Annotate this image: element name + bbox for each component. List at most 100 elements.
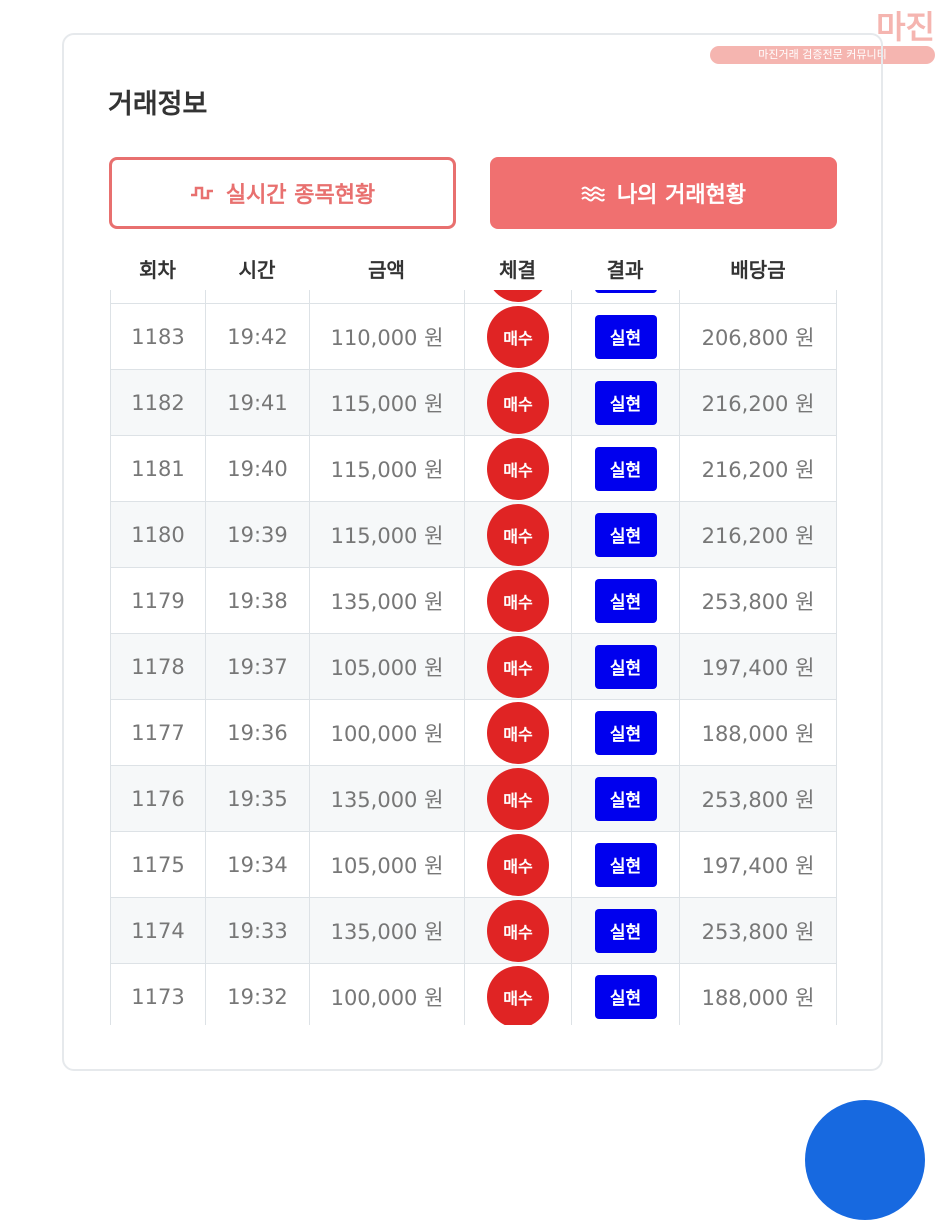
- cell: 19:36: [205, 700, 309, 765]
- floating-button[interactable]: [805, 1100, 925, 1220]
- badge-done: 실현: [594, 908, 657, 953]
- row: 1180 19:39 115,000 원 매수 실현 216,200 원: [110, 502, 837, 568]
- title: 거래정보: [108, 89, 208, 120]
- badge-done: 실현: [594, 446, 657, 491]
- icon: [581, 186, 605, 202]
- badge-done: 실현: [594, 776, 657, 821]
- cell: 1173: [110, 964, 205, 1025]
- watermark-tagline: 마진거래 검증전문 커뮤니티: [710, 46, 935, 64]
- row: 1178 19:37 105,000 원 매수 실현 197,400 원: [110, 634, 837, 700]
- cell: 실현: [571, 898, 679, 963]
- watermark-brand: 마진: [876, 8, 935, 46]
- badge-done: 실현: [594, 710, 657, 755]
- cell: 매수: [464, 502, 571, 567]
- cell: [571, 290, 679, 303]
- column-header: 금액: [368, 258, 405, 282]
- cell: 1176: [110, 766, 205, 831]
- row: 1175 19:34 105,000 원 매수 실현 197,400 원: [110, 832, 837, 898]
- tab-realtime[interactable]: 실시간 종목현황: [109, 157, 456, 229]
- cell: 1177: [110, 700, 205, 765]
- badge-buy: 매수: [487, 437, 549, 500]
- cell: 253,800 원: [679, 568, 837, 633]
- cell: 실현: [571, 304, 679, 369]
- page: 마진 마진거래 검증전문 커뮤니티 거래정보 실시간 종목현황 나의 거래현황 …: [62, 8, 935, 1220]
- badge-buy: 매수: [487, 701, 549, 764]
- cell: 실현: [571, 700, 679, 765]
- row: 1182 19:41 115,000 원 매수 실현 216,200 원: [110, 370, 837, 436]
- cell: [110, 290, 205, 303]
- cell: 매수: [464, 304, 571, 369]
- cell: 216,200 원: [679, 370, 837, 435]
- cell: 매수: [464, 568, 571, 633]
- cell: 197,400 원: [679, 832, 837, 897]
- cell: 216,200 원: [679, 502, 837, 567]
- cell: 135,000 원: [309, 568, 464, 633]
- cell: 매수: [464, 832, 571, 897]
- icon: [190, 186, 213, 200]
- column-header: 배당금: [730, 258, 786, 282]
- cell: 실현: [571, 436, 679, 501]
- tab-label: 나의 거래현황: [616, 183, 747, 208]
- cell: 매수: [464, 766, 571, 831]
- badge-buy: [487, 290, 549, 302]
- cell: 실현: [571, 568, 679, 633]
- cell: 135,000 원: [309, 766, 464, 831]
- cell: 매수: [464, 634, 571, 699]
- cell: 실현: [571, 634, 679, 699]
- badge-buy: 매수: [487, 899, 549, 962]
- badge-buy: 매수: [487, 305, 549, 368]
- row: 1183 19:42 110,000 원 매수 실현 206,800 원: [110, 304, 837, 370]
- row: 1173 19:32 100,000 원 매수 실현 188,000 원: [110, 964, 837, 1025]
- badge-buy: 매수: [487, 371, 549, 434]
- cell: 1182: [110, 370, 205, 435]
- cell: 19:37: [205, 634, 309, 699]
- cell: 216,200 원: [679, 436, 837, 501]
- cell: 253,800 원: [679, 898, 837, 963]
- cell: 실현: [571, 502, 679, 567]
- cell: 135,000 원: [309, 898, 464, 963]
- badge-done: 실현: [594, 314, 657, 359]
- watermark: 마진 마진거래 검증전문 커뮤니티: [710, 8, 935, 66]
- cell: 19:38: [205, 568, 309, 633]
- badge-done: 실현: [594, 644, 657, 689]
- cell: 19:35: [205, 766, 309, 831]
- column-header: 결과: [606, 258, 644, 282]
- badge-buy: 매수: [487, 569, 549, 632]
- table-header: 회차 시간 금액 체결 결과 배당금: [110, 250, 837, 290]
- cell: [679, 290, 837, 303]
- tab-mine[interactable]: 나의 거래현황: [490, 157, 837, 229]
- cell: 1175: [110, 832, 205, 897]
- cell: 1178: [110, 634, 205, 699]
- badge-done: 실현: [594, 512, 657, 557]
- cell: 1181: [110, 436, 205, 501]
- tab-label: 실시간 종목현황: [225, 183, 376, 208]
- badge-done: 실현: [594, 578, 657, 623]
- row-partial: [110, 290, 837, 304]
- cell: 1183: [110, 304, 205, 369]
- cell: 105,000 원: [309, 832, 464, 897]
- badge-done: [594, 290, 657, 293]
- badge-buy: 매수: [487, 833, 549, 896]
- cell: 100,000 원: [309, 964, 464, 1025]
- cell: 실현: [571, 370, 679, 435]
- cell: 19:33: [205, 898, 309, 963]
- column-header: 체결: [499, 258, 536, 282]
- row: 1179 19:38 135,000 원 매수 실현 253,800 원: [110, 568, 837, 634]
- cell: 1174: [110, 898, 205, 963]
- cell: 188,000 원: [679, 964, 837, 1025]
- badge-buy: 매수: [487, 767, 549, 830]
- cell: [464, 290, 571, 303]
- cell: 매수: [464, 964, 571, 1025]
- cell: 매수: [464, 436, 571, 501]
- cell: 188,000 원: [679, 700, 837, 765]
- badge-done: 실현: [594, 842, 657, 887]
- row: 1176 19:35 135,000 원 매수 실현 253,800 원: [110, 766, 837, 832]
- badge-buy: 매수: [487, 965, 549, 1025]
- cell: 206,800 원: [679, 304, 837, 369]
- table-body: 1183 19:42 110,000 원 매수 실현 206,800 원 1182 19:41…: [110, 290, 837, 1025]
- badge-done: 실현: [594, 974, 657, 1019]
- cell: 19:40: [205, 436, 309, 501]
- cell: 19:41: [205, 370, 309, 435]
- cell: 197,400 원: [679, 634, 837, 699]
- cell: 실현: [571, 832, 679, 897]
